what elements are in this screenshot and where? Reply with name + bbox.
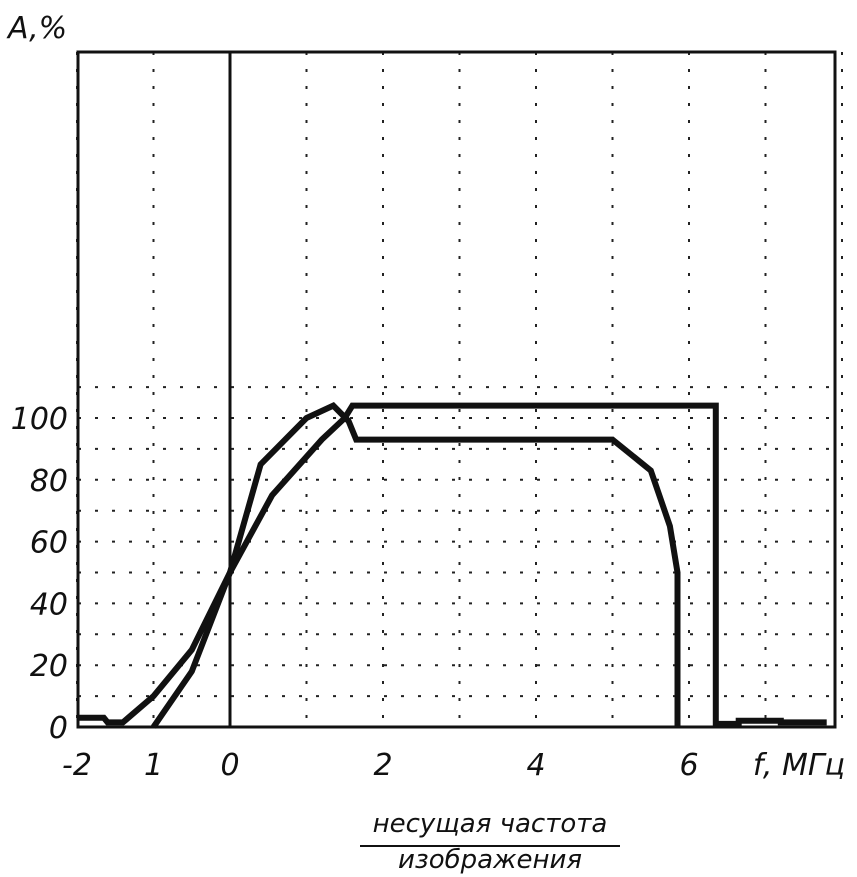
- x-tick-label: 6: [679, 748, 698, 783]
- grid: [76, 52, 843, 727]
- series-line-2: [151, 402, 827, 729]
- annotation-caption-line1: несущая частота: [373, 809, 608, 839]
- y-tick-label: 80: [30, 464, 68, 499]
- x-tick-label: -2: [62, 748, 92, 783]
- plot-border: [76, 50, 837, 729]
- tick-labels: 0 20 40 60 80 100 -2 1 0 2 4 6: [11, 402, 699, 783]
- y-tick-label: 100: [11, 402, 68, 437]
- y-tick-label: 60: [30, 526, 68, 561]
- y-tick-label: 20: [30, 649, 68, 684]
- series-layer: [77, 401, 827, 729]
- y-tick-label: 0: [49, 711, 68, 746]
- series-line-1: [77, 401, 681, 727]
- x-tick-label: 2: [373, 748, 392, 783]
- x-tick-label: 0: [220, 748, 239, 783]
- x-axis-label: f, МГц: [753, 748, 845, 783]
- plot-frame: [76, 50, 837, 729]
- y-tick-label: 40: [30, 587, 68, 622]
- y-axis-label: A,%: [6, 11, 67, 46]
- x-tick-label: 4: [526, 748, 545, 783]
- annotation-caption-line2: изображения: [398, 845, 582, 875]
- x-tick-label: 1: [144, 748, 163, 783]
